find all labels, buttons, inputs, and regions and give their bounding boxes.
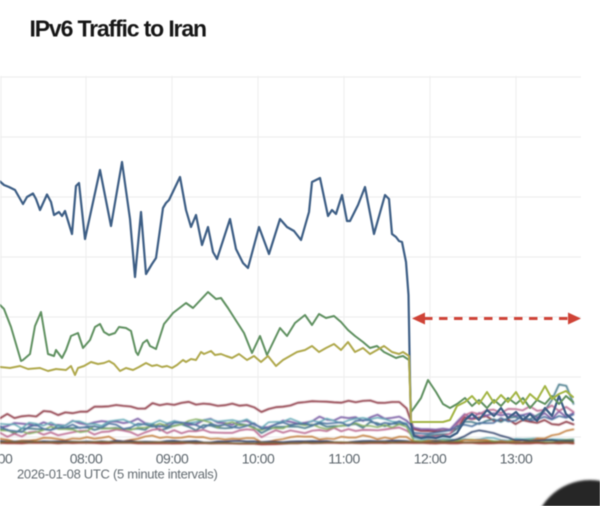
svg-text:IPv6 Traffic to Iran: IPv6 Traffic to Iran — [30, 16, 206, 42]
svg-text:08:00: 08:00 — [70, 451, 103, 467]
svg-text:11:00: 11:00 — [328, 451, 360, 467]
svg-text:13:00: 13:00 — [500, 451, 533, 467]
svg-text:2026-01-08 UTC (5 minute inter: 2026-01-08 UTC (5 minute intervals) — [17, 467, 217, 482]
svg-text:12:00: 12:00 — [414, 451, 447, 467]
svg-text:07:00: 07:00 — [0, 451, 13, 467]
svg-text:10:00: 10:00 — [242, 451, 275, 467]
svg-text:09:00: 09:00 — [156, 451, 189, 467]
